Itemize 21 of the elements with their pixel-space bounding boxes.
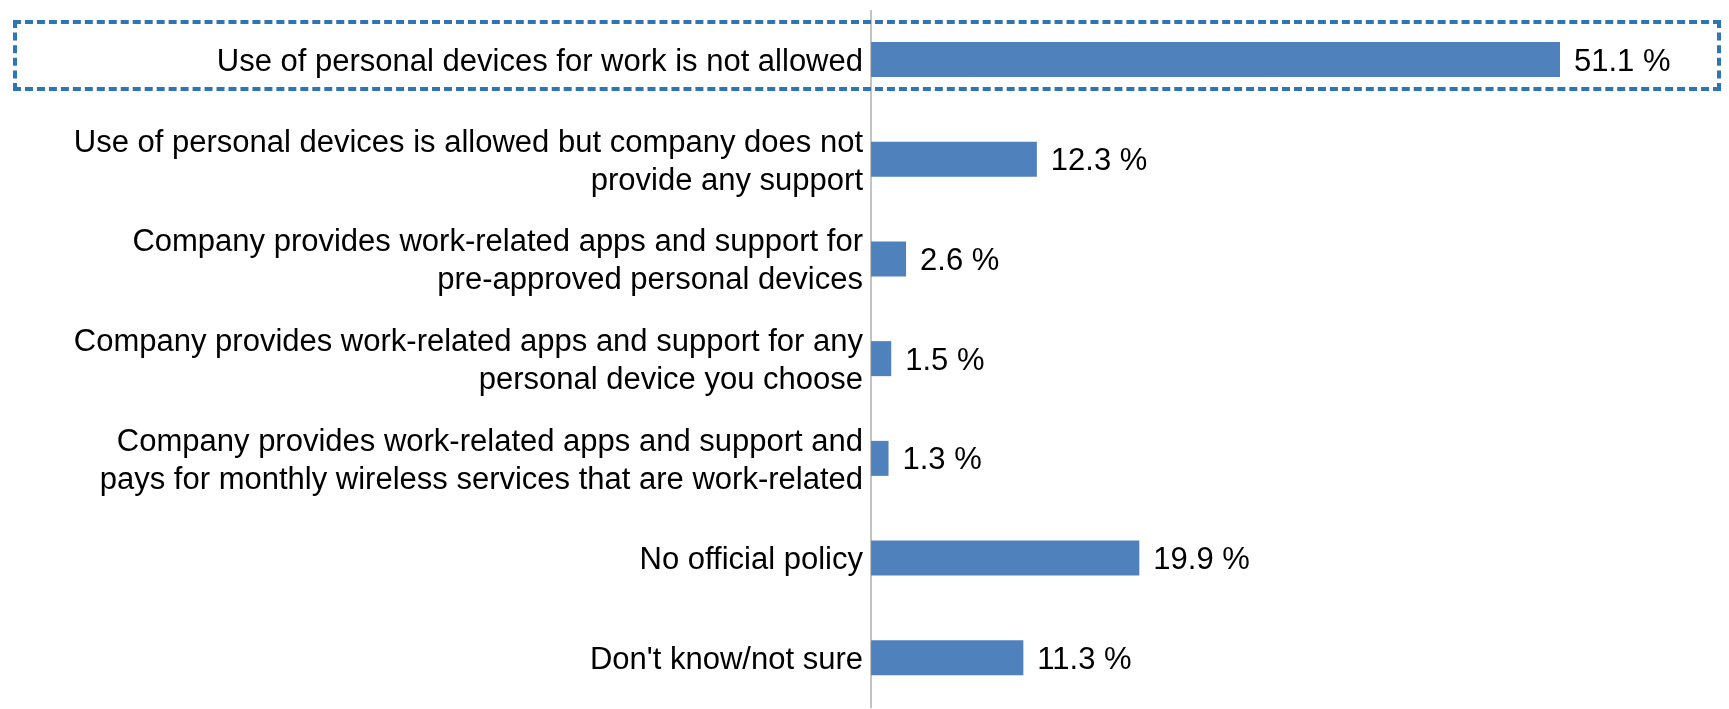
y-tick-label: Use of personal devices is allowed but company does not provide any support <box>73 123 864 197</box>
data-label: 19.9 % <box>1153 541 1250 577</box>
data-label: 1.3 % <box>902 441 982 477</box>
bar <box>871 141 1037 177</box>
bar <box>871 440 889 476</box>
data-label: 2.6 % <box>920 241 1000 277</box>
data-label: 11.3 % <box>1037 640 1132 676</box>
y-tick-label: Company provides work-related apps and support and pays for monthly wireless services that are work-related <box>99 422 863 496</box>
y-tick-label: Company provides work-related apps and support for any personal device you choose <box>73 322 864 396</box>
y-tick-label: No official policy <box>639 540 864 576</box>
y-tick-label: Use of personal devices for work is not allowed <box>216 42 863 78</box>
bar <box>871 42 1560 77</box>
bar <box>871 241 907 277</box>
data-label: 51.1 % <box>1574 42 1671 78</box>
bar <box>871 341 892 377</box>
bar <box>871 540 1140 576</box>
y-tick-label: Don't know/not sure <box>589 640 863 676</box>
data-label: 1.5 % <box>905 341 985 377</box>
y-tick-label: Company provides work-related apps and support for pre-approved personal devices <box>132 222 863 296</box>
data-label: 12.3 % <box>1050 142 1148 178</box>
bar <box>871 640 1024 676</box>
